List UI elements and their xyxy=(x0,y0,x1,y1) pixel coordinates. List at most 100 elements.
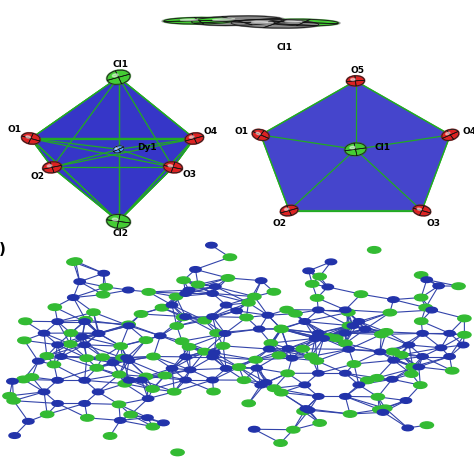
Circle shape xyxy=(343,410,356,417)
Circle shape xyxy=(190,267,201,272)
Circle shape xyxy=(92,389,104,395)
Ellipse shape xyxy=(26,136,30,138)
Text: O5: O5 xyxy=(351,65,365,74)
Circle shape xyxy=(177,277,190,283)
Polygon shape xyxy=(52,167,173,221)
Circle shape xyxy=(240,314,253,321)
Circle shape xyxy=(435,345,447,351)
Ellipse shape xyxy=(231,19,319,28)
Circle shape xyxy=(79,317,92,323)
Circle shape xyxy=(339,307,351,313)
Circle shape xyxy=(40,353,54,359)
Circle shape xyxy=(403,342,415,348)
Circle shape xyxy=(458,315,471,322)
Ellipse shape xyxy=(268,19,338,26)
Circle shape xyxy=(123,358,135,363)
Ellipse shape xyxy=(22,133,40,144)
Ellipse shape xyxy=(441,129,459,141)
Circle shape xyxy=(87,309,100,316)
Circle shape xyxy=(206,242,217,248)
Circle shape xyxy=(414,272,428,278)
Circle shape xyxy=(124,377,135,383)
Circle shape xyxy=(274,440,287,447)
Ellipse shape xyxy=(266,19,340,26)
Circle shape xyxy=(433,283,444,289)
Circle shape xyxy=(55,354,67,359)
Circle shape xyxy=(123,323,135,328)
Circle shape xyxy=(139,337,153,343)
Circle shape xyxy=(343,346,355,352)
Text: c): c) xyxy=(0,242,6,257)
Circle shape xyxy=(329,335,343,341)
Circle shape xyxy=(79,401,90,406)
Ellipse shape xyxy=(168,164,173,167)
Circle shape xyxy=(38,389,50,395)
Ellipse shape xyxy=(162,17,236,24)
Circle shape xyxy=(232,364,246,370)
Circle shape xyxy=(444,354,455,359)
Circle shape xyxy=(457,342,469,348)
Circle shape xyxy=(112,401,126,408)
Circle shape xyxy=(198,348,211,355)
Circle shape xyxy=(38,330,50,336)
Circle shape xyxy=(347,323,359,328)
Ellipse shape xyxy=(252,22,273,23)
Circle shape xyxy=(264,340,277,346)
Circle shape xyxy=(406,364,419,370)
Circle shape xyxy=(339,340,352,346)
Circle shape xyxy=(371,393,384,400)
Circle shape xyxy=(121,355,132,361)
Circle shape xyxy=(300,406,311,411)
Circle shape xyxy=(169,293,182,300)
Circle shape xyxy=(180,314,191,319)
Circle shape xyxy=(310,336,321,341)
Text: O2: O2 xyxy=(273,219,287,228)
Circle shape xyxy=(180,354,191,360)
Circle shape xyxy=(135,310,148,317)
Text: O1: O1 xyxy=(7,125,21,134)
Circle shape xyxy=(74,279,85,284)
Circle shape xyxy=(275,326,288,332)
Ellipse shape xyxy=(285,21,302,22)
Circle shape xyxy=(452,283,465,290)
Circle shape xyxy=(262,312,273,318)
Polygon shape xyxy=(261,81,450,210)
Circle shape xyxy=(296,346,310,352)
Circle shape xyxy=(198,317,211,324)
Ellipse shape xyxy=(284,208,289,210)
Ellipse shape xyxy=(107,214,130,228)
Circle shape xyxy=(182,344,196,350)
Circle shape xyxy=(342,309,355,316)
Circle shape xyxy=(313,330,324,336)
Circle shape xyxy=(166,302,178,308)
Circle shape xyxy=(171,449,184,456)
Circle shape xyxy=(142,289,155,295)
Circle shape xyxy=(41,411,54,418)
Polygon shape xyxy=(31,138,194,221)
Circle shape xyxy=(64,341,77,347)
Circle shape xyxy=(176,314,190,320)
Circle shape xyxy=(420,422,434,428)
Ellipse shape xyxy=(345,143,366,156)
Circle shape xyxy=(426,307,438,313)
Ellipse shape xyxy=(43,162,62,173)
Ellipse shape xyxy=(106,214,131,228)
Circle shape xyxy=(415,318,428,325)
Circle shape xyxy=(260,380,272,385)
Circle shape xyxy=(313,307,324,313)
Circle shape xyxy=(79,319,90,325)
Circle shape xyxy=(299,319,310,324)
Circle shape xyxy=(7,379,18,384)
Circle shape xyxy=(417,330,428,336)
Circle shape xyxy=(207,354,218,360)
Circle shape xyxy=(67,259,80,265)
Circle shape xyxy=(146,423,159,430)
Circle shape xyxy=(322,334,336,340)
Ellipse shape xyxy=(350,146,355,149)
Ellipse shape xyxy=(252,129,269,140)
Circle shape xyxy=(180,291,191,296)
Circle shape xyxy=(275,389,288,396)
Ellipse shape xyxy=(106,70,131,85)
Circle shape xyxy=(155,304,169,311)
Circle shape xyxy=(19,318,32,325)
